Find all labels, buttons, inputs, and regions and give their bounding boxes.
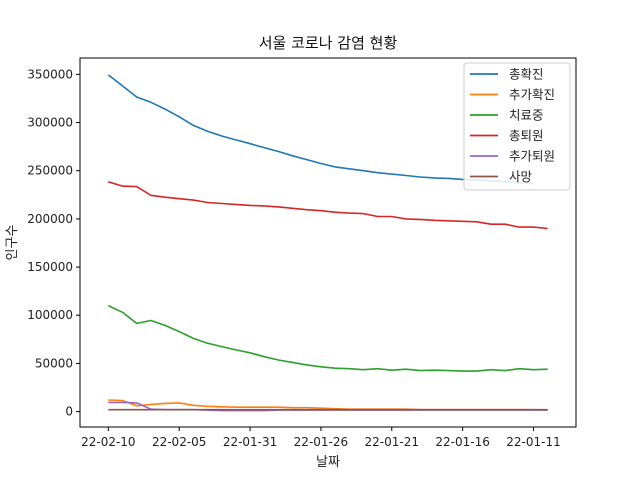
- x-tick-label: 22-01-26: [294, 435, 348, 449]
- y-tick-label: 0: [65, 405, 73, 419]
- x-tick-label: 22-01-16: [435, 435, 489, 449]
- y-tick-label: 50000: [35, 356, 73, 370]
- x-axis-title: 날짜: [316, 455, 340, 470]
- y-axis-title: 인구수: [5, 225, 20, 261]
- y-tick-label: 250000: [27, 164, 73, 178]
- legend-label: 총확진: [509, 67, 544, 82]
- x-tick-label: 22-02-05: [152, 435, 206, 449]
- x-tick-label: 22-01-21: [365, 435, 419, 449]
- x-tick-label: 22-01-11: [506, 435, 560, 449]
- x-tick-label: 22-01-31: [223, 435, 277, 449]
- plot-frame: [79, 57, 577, 428]
- y-tick-label: 300000: [27, 116, 73, 130]
- series-line-2: [108, 399, 534, 411]
- series-line-3: [107, 304, 548, 372]
- legend-label: 치료중: [509, 108, 544, 123]
- y-axis: 0 50000 100000 150000 200000 250000 300000 3500…: [27, 67, 80, 419]
- legend-label: 사망: [509, 169, 533, 184]
- y-tick-label: 150000: [27, 260, 73, 274]
- series-line-4: [108, 181, 548, 230]
- series-line-1: [107, 74, 534, 185]
- series-layer: [107, 74, 548, 412]
- legend-label: 총퇴원: [509, 128, 544, 143]
- x-axis: 22-02-10 22-02-05 22-01-31 22-01-26 22-01-21…: [81, 427, 561, 449]
- legend-label: 추가퇴원: [509, 149, 555, 164]
- chart-title: 서울 코로나 감염 현황: [259, 34, 398, 52]
- y-tick-label: 200000: [27, 212, 73, 226]
- y-tick-label: 100000: [27, 308, 73, 322]
- x-tick-label: 22-02-10: [81, 435, 135, 449]
- y-tick-label: 350000: [27, 67, 73, 81]
- legend-label: 추가확진: [509, 87, 555, 102]
